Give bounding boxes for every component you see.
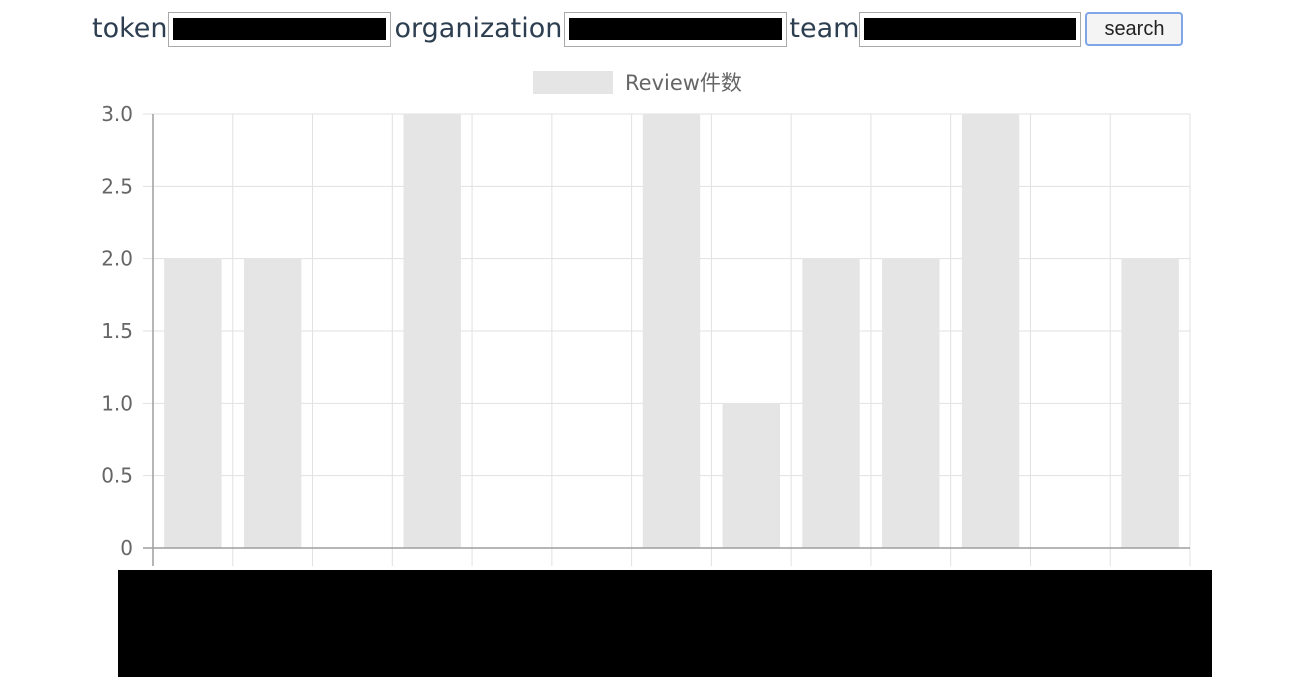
bar[interactable] xyxy=(164,258,222,548)
y-tick-label: 0.5 xyxy=(101,464,133,488)
bar[interactable] xyxy=(642,114,701,548)
y-tick-label: 1.0 xyxy=(101,391,133,415)
redacted-team-value xyxy=(864,18,1077,40)
organization-input[interactable] xyxy=(564,11,788,47)
y-axis-ticks: 0 0.5 1.0 1.5 2.0 2.5 3.0 xyxy=(101,102,133,560)
chart-legend[interactable]: Review件数 xyxy=(533,71,742,95)
token-label: token xyxy=(92,13,168,44)
bar[interactable] xyxy=(802,258,860,548)
chart-axes xyxy=(143,114,1190,566)
legend-label: Review件数 xyxy=(625,71,742,95)
y-tick-label: 2.5 xyxy=(101,174,133,198)
token-input[interactable] xyxy=(167,11,391,47)
y-tick-label: 0 xyxy=(120,536,133,560)
bar[interactable] xyxy=(403,114,461,548)
team-input[interactable] xyxy=(859,11,1082,47)
bar[interactable] xyxy=(961,114,1020,548)
organization-label: organization xyxy=(394,13,563,44)
y-tick-label: 3.0 xyxy=(101,102,133,126)
team-label: team xyxy=(789,13,860,44)
legend-swatch xyxy=(533,71,613,94)
bar[interactable] xyxy=(243,258,302,548)
y-tick-label: 1.5 xyxy=(101,319,133,343)
search-button[interactable]: search xyxy=(1085,12,1184,46)
bar[interactable] xyxy=(882,258,940,548)
bar[interactable] xyxy=(722,403,780,548)
bar[interactable] xyxy=(1121,258,1179,548)
redacted-organization-value xyxy=(569,18,783,40)
search-form: token organization team search xyxy=(92,10,1184,48)
redacted-token-value xyxy=(172,18,386,40)
redacted-x-axis-labels xyxy=(118,570,1212,677)
y-tick-label: 2.0 xyxy=(101,247,133,271)
chart-bars xyxy=(164,114,1179,548)
